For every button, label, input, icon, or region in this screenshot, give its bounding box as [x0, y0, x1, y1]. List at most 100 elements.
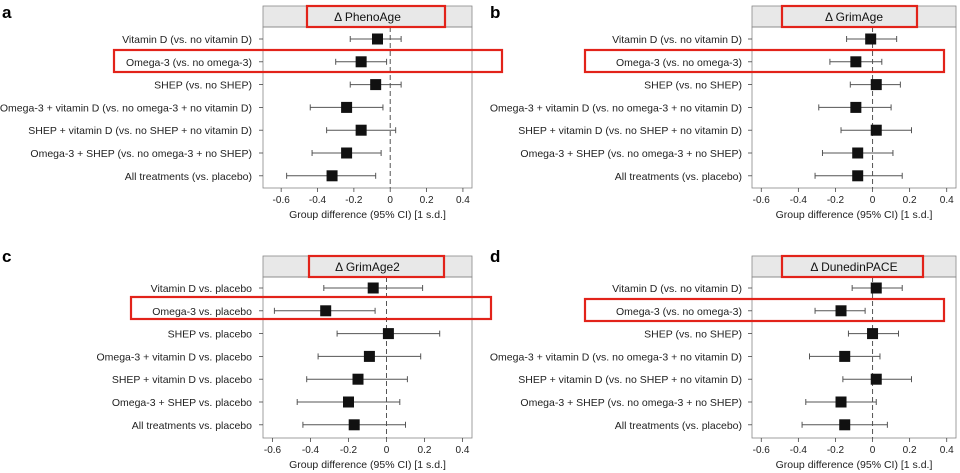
x-tick-label: -0.6	[753, 445, 771, 456]
estimate-marker	[852, 147, 864, 159]
row-label: Omega-3 + SHEP (vs. no omega-3 + no SHEP…	[520, 397, 742, 409]
estimate-marker	[320, 305, 332, 317]
row-label: SHEP vs. placebo	[168, 329, 253, 341]
estimate-marker	[839, 350, 851, 362]
estimate-marker	[343, 396, 354, 408]
estimate-marker	[835, 396, 847, 408]
row-label: SHEP + vitamin D (vs. no SHEP + no vitam…	[518, 374, 742, 386]
panel-d: d Δ DunedinPACE -0.6 -0.4 -0.2 0 0.2 0.4 Group d…	[490, 247, 957, 471]
row-label: Omega-3 + SHEP (vs. no omega-3 + no SHEP…	[520, 148, 742, 160]
estimate-marker	[355, 56, 367, 68]
row-label: Vitamin D (vs. no vitamin D)	[122, 34, 252, 46]
estimate-marker	[850, 101, 862, 113]
x-tick-label: -0.6	[753, 195, 771, 206]
estimate-marker	[348, 419, 360, 431]
row-label: Vitamin D vs. placebo	[151, 283, 253, 295]
x-tick-label: 0.2	[420, 195, 434, 206]
panel-title: Δ GrimAge2	[335, 260, 400, 274]
estimate-marker	[870, 79, 882, 91]
x-tick-label: -0.2	[827, 445, 845, 456]
x-tick-label: -0.4	[790, 195, 808, 206]
x-tick-label: -0.4	[309, 195, 327, 206]
panel-label: a	[2, 3, 12, 22]
panel-b: b Δ GrimAge -0.6 -0.4 -0.2 0 0.2 0.4 Group diffe…	[490, 3, 957, 221]
estimate-marker	[852, 170, 864, 182]
x-tick-label: 0.4	[940, 195, 954, 206]
row-label: Omega-3 vs. placebo	[152, 306, 252, 318]
panel-a: a Δ PhenoAge -0.6 -0.4 -0.2 0 0.2 0.4 Group diff…	[0, 3, 504, 221]
estimate-marker	[835, 305, 847, 317]
row-label: Omega-3 + SHEP (vs. no omega-3 + no SHEP…	[30, 148, 252, 160]
x-tick-label: -0.6	[264, 445, 282, 456]
row-label: SHEP + vitamin D (vs. no SHEP + no vitam…	[28, 125, 252, 137]
estimate-marker	[371, 33, 383, 45]
row-label: Omega-3 (vs. no omega-3)	[616, 57, 742, 69]
estimate-marker	[850, 56, 862, 68]
title-highlight-box	[307, 254, 446, 279]
x-tick-label: 0	[384, 445, 390, 456]
panel-title: Δ GrimAge	[825, 10, 883, 24]
row-label: Vitamin D (vs. no vitamin D)	[612, 283, 742, 295]
estimate-marker	[865, 33, 877, 45]
row-label: SHEP (vs. no SHEP)	[644, 329, 742, 341]
x-tick-label: -0.6	[273, 195, 291, 206]
row-label: Omega-3 (vs. no omega-3)	[616, 306, 742, 318]
estimate-marker	[367, 282, 379, 294]
x-tick-label: 0.2	[903, 445, 917, 456]
row-label: SHEP + vitamin D (vs. no SHEP + no vitam…	[518, 125, 742, 137]
panel-label: b	[490, 3, 500, 22]
row-highlight-box	[583, 297, 946, 323]
row-label: Omega-3 + vitamin D (vs. no omega-3 + no…	[0, 102, 252, 114]
row-label: SHEP + vitamin D vs. placebo	[112, 374, 252, 386]
row-label: Vitamin D (vs. no vitamin D)	[612, 34, 742, 46]
panel-label: c	[2, 247, 11, 266]
panel-title: Δ DunedinPACE	[810, 260, 897, 274]
x-tick-label: 0	[870, 445, 876, 456]
estimate-marker	[355, 124, 367, 136]
title-highlight-box	[780, 254, 925, 279]
row-highlight-box	[129, 295, 493, 321]
row-label: All treatments (vs. placebo)	[615, 171, 742, 183]
row-highlight-box	[112, 48, 504, 74]
row-label: Omega-3 + vitamin D vs. placebo	[96, 351, 252, 363]
x-tick-label: 0.4	[456, 445, 470, 456]
estimate-marker	[839, 419, 851, 431]
x-axis-label: Group difference (95% CI) [1 s.d.]	[289, 209, 446, 221]
estimate-marker	[341, 101, 353, 113]
row-label: SHEP (vs. no SHEP)	[644, 80, 742, 92]
estimate-marker	[363, 350, 375, 362]
x-tick-label: 0.4	[456, 195, 470, 206]
estimate-marker	[870, 124, 882, 136]
estimate-marker	[870, 282, 882, 294]
row-label: Omega-3 + vitamin D (vs. no omega-3 + no…	[490, 351, 742, 363]
estimate-marker	[870, 373, 882, 385]
row-label: Omega-3 + SHEP vs. placebo	[112, 397, 252, 409]
row-label: SHEP (vs. no SHEP)	[154, 80, 252, 92]
estimate-marker	[352, 373, 364, 385]
row-label: All treatments (vs. placebo)	[125, 171, 252, 183]
x-tick-label: 0.4	[940, 445, 954, 456]
estimate-marker	[370, 79, 382, 91]
x-axis-label: Group difference (95% CI) [1 s.d.]	[776, 209, 933, 221]
x-axis-label: Group difference (95% CI) [1 s.d.]	[289, 459, 446, 471]
x-tick-label: 0.2	[903, 195, 917, 206]
row-label: Omega-3 (vs. no omega-3)	[126, 57, 252, 69]
title-highlight-box	[780, 4, 919, 29]
estimate-marker	[341, 147, 353, 159]
plot-frame	[751, 276, 957, 439]
x-tick-label: -0.4	[790, 445, 808, 456]
row-label: All treatments (vs. placebo)	[615, 420, 742, 432]
x-tick-label: -0.2	[340, 445, 358, 456]
estimate-marker	[326, 170, 338, 182]
row-label: Omega-3 + vitamin D (vs. no omega-3 + no…	[490, 102, 742, 114]
x-tick-label: 0.2	[418, 445, 432, 456]
title-highlight-box	[305, 4, 447, 29]
x-tick-label: -0.4	[302, 445, 320, 456]
x-tick-label: 0	[387, 195, 393, 206]
estimate-marker	[382, 328, 394, 340]
x-tick-label: -0.2	[345, 195, 363, 206]
panel-label: d	[490, 247, 500, 266]
x-tick-label: 0	[870, 195, 876, 206]
row-label: All treatments vs. placebo	[132, 420, 252, 432]
